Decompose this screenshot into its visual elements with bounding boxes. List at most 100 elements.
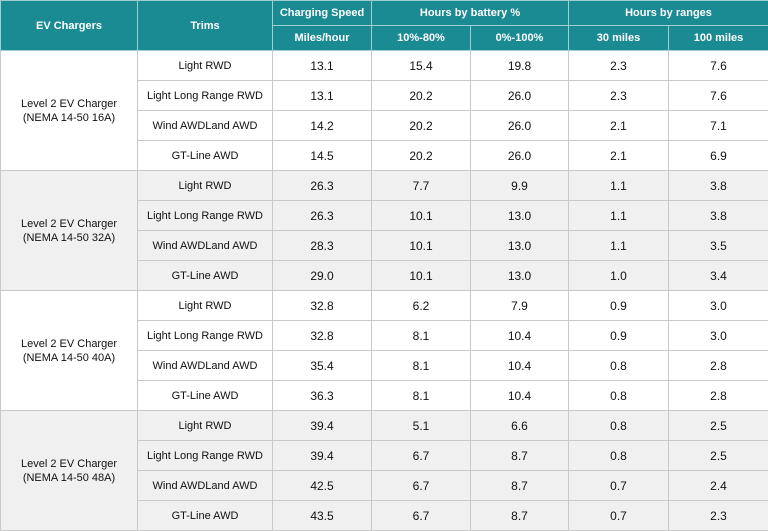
miles-30-cell: 2.3	[569, 51, 669, 81]
speed-cell: 14.5	[273, 141, 372, 171]
trim-cell: Light RWD	[138, 411, 273, 441]
miles-100-cell: 2.3	[669, 501, 768, 531]
miles-100-cell: 2.5	[669, 411, 768, 441]
pct-10-80-cell: 6.7	[372, 501, 471, 531]
pct-0-100-cell: 8.7	[471, 471, 569, 501]
charger-group-32a: Level 2 EV Charger (NEMA 14-50 32A) Ligh…	[1, 171, 768, 291]
miles-100-cell: 7.6	[669, 81, 768, 111]
pct-0-100-cell: 10.4	[471, 351, 569, 381]
miles-100-cell: 7.6	[669, 51, 768, 81]
charger-group-40a: Level 2 EV Charger (NEMA 14-50 40A) Ligh…	[1, 291, 768, 411]
header-hours-by-ranges: Hours by ranges	[569, 1, 768, 26]
charger-group-16a: Level 2 EV Charger (NEMA 14-50 16A) Ligh…	[1, 51, 768, 171]
miles-30-cell: 2.3	[569, 81, 669, 111]
header-trims: Trims	[138, 1, 273, 51]
trim-cell: Wind AWDLand AWD	[138, 231, 273, 261]
miles-100-cell: 2.5	[669, 441, 768, 471]
miles-100-cell: 3.8	[669, 171, 768, 201]
pct-10-80-cell: 5.1	[372, 411, 471, 441]
trim-cell: Light RWD	[138, 51, 273, 81]
speed-cell: 39.4	[273, 411, 372, 441]
charger-name: Level 2 EV Charger	[1, 217, 137, 231]
speed-cell: 14.2	[273, 111, 372, 141]
header-0-100: 0%-100%	[471, 26, 569, 51]
miles-30-cell: 1.1	[569, 171, 669, 201]
charger-name: Level 2 EV Charger	[1, 337, 137, 351]
pct-10-80-cell: 8.1	[372, 381, 471, 411]
pct-0-100-cell: 26.0	[471, 141, 569, 171]
charger-spec: (NEMA 14-50 40A)	[1, 351, 137, 365]
miles-100-cell: 3.4	[669, 261, 768, 291]
pct-10-80-cell: 6.7	[372, 441, 471, 471]
pct-0-100-cell: 8.7	[471, 441, 569, 471]
pct-0-100-cell: 13.0	[471, 231, 569, 261]
trim-cell: Wind AWDLand AWD	[138, 351, 273, 381]
pct-0-100-cell: 13.0	[471, 261, 569, 291]
header-100-miles: 100 miles	[669, 26, 768, 51]
pct-10-80-cell: 20.2	[372, 81, 471, 111]
header-30-miles: 30 miles	[569, 26, 669, 51]
miles-100-cell: 6.9	[669, 141, 768, 171]
miles-30-cell: 1.1	[569, 231, 669, 261]
trim-cell: GT-Line AWD	[138, 501, 273, 531]
header-miles-per-hour: Miles/hour	[273, 26, 372, 51]
trim-cell: Wind AWDLand AWD	[138, 111, 273, 141]
charger-name: Level 2 EV Charger	[1, 97, 137, 111]
speed-cell: 26.3	[273, 201, 372, 231]
pct-0-100-cell: 6.6	[471, 411, 569, 441]
miles-30-cell: 0.8	[569, 381, 669, 411]
pct-0-100-cell: 26.0	[471, 111, 569, 141]
miles-30-cell: 0.7	[569, 471, 669, 501]
miles-30-cell: 0.8	[569, 411, 669, 441]
charger-cell: Level 2 EV Charger (NEMA 14-50 32A)	[1, 171, 138, 291]
charger-cell: Level 2 EV Charger (NEMA 14-50 48A)	[1, 411, 138, 531]
table-row: Level 2 EV Charger (NEMA 14-50 32A) Ligh…	[1, 171, 768, 201]
trim-cell: Light RWD	[138, 171, 273, 201]
pct-0-100-cell: 13.0	[471, 201, 569, 231]
pct-0-100-cell: 10.4	[471, 321, 569, 351]
speed-cell: 32.8	[273, 321, 372, 351]
pct-10-80-cell: 6.7	[372, 471, 471, 501]
pct-0-100-cell: 7.9	[471, 291, 569, 321]
pct-10-80-cell: 8.1	[372, 351, 471, 381]
miles-100-cell: 7.1	[669, 111, 768, 141]
miles-100-cell: 2.8	[669, 381, 768, 411]
speed-cell: 43.5	[273, 501, 372, 531]
miles-30-cell: 0.7	[569, 501, 669, 531]
header-ev-chargers: EV Chargers	[1, 1, 138, 51]
pct-0-100-cell: 26.0	[471, 81, 569, 111]
speed-cell: 35.4	[273, 351, 372, 381]
miles-30-cell: 2.1	[569, 111, 669, 141]
trim-cell: GT-Line AWD	[138, 141, 273, 171]
miles-30-cell: 1.1	[569, 201, 669, 231]
speed-cell: 36.3	[273, 381, 372, 411]
pct-0-100-cell: 9.9	[471, 171, 569, 201]
header-10-80: 10%-80%	[372, 26, 471, 51]
charger-spec: (NEMA 14-50 32A)	[1, 231, 137, 245]
miles-100-cell: 3.5	[669, 231, 768, 261]
pct-10-80-cell: 7.7	[372, 171, 471, 201]
pct-10-80-cell: 10.1	[372, 201, 471, 231]
speed-cell: 28.3	[273, 231, 372, 261]
pct-10-80-cell: 15.4	[372, 51, 471, 81]
miles-30-cell: 1.0	[569, 261, 669, 291]
charger-cell: Level 2 EV Charger (NEMA 14-50 16A)	[1, 51, 138, 171]
table-row: Level 2 EV Charger (NEMA 14-50 16A) Ligh…	[1, 51, 768, 81]
trim-cell: Light Long Range RWD	[138, 321, 273, 351]
table-row: Level 2 EV Charger (NEMA 14-50 48A) Ligh…	[1, 411, 768, 441]
trim-cell: GT-Line AWD	[138, 261, 273, 291]
miles-100-cell: 3.0	[669, 321, 768, 351]
speed-cell: 13.1	[273, 81, 372, 111]
miles-100-cell: 2.8	[669, 351, 768, 381]
trim-cell: GT-Line AWD	[138, 381, 273, 411]
pct-10-80-cell: 8.1	[372, 321, 471, 351]
pct-10-80-cell: 20.2	[372, 141, 471, 171]
speed-cell: 42.5	[273, 471, 372, 501]
pct-10-80-cell: 10.1	[372, 231, 471, 261]
trim-cell: Light Long Range RWD	[138, 441, 273, 471]
speed-cell: 29.0	[273, 261, 372, 291]
pct-10-80-cell: 6.2	[372, 291, 471, 321]
pct-0-100-cell: 19.8	[471, 51, 569, 81]
speed-cell: 32.8	[273, 291, 372, 321]
